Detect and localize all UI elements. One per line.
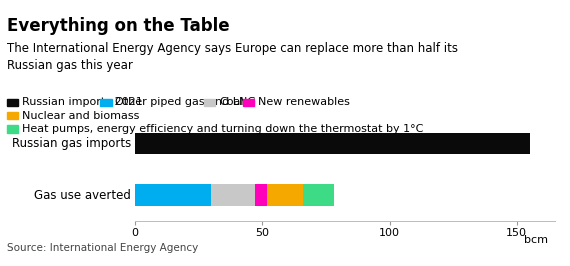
Bar [135,184,211,206]
Text: Coal: Coal [219,97,243,107]
Text: Everything on the Table: Everything on the Table [7,17,230,35]
Text: Other piped gas and LNG: Other piped gas and LNG [115,97,256,107]
Text: Russian imports 2021: Russian imports 2021 [22,97,142,107]
Text: New renewables: New renewables [258,97,349,107]
Bar [135,133,530,154]
Text: The International Energy Agency says Europe can replace more than half its
Russi: The International Energy Agency says Eur… [7,42,458,72]
Text: Heat pumps, energy efficiency and turning down the thermostat by 1°C: Heat pumps, energy efficiency and turnin… [22,124,423,134]
Bar [211,184,255,206]
Text: bcm: bcm [524,235,548,246]
Text: Source: International Energy Agency: Source: International Energy Agency [7,243,198,253]
Bar [255,184,267,206]
Text: Russian gas imports: Russian gas imports [12,137,131,150]
Bar [303,184,333,206]
Text: Gas use averted: Gas use averted [34,189,131,202]
Text: Nuclear and biomass: Nuclear and biomass [22,111,139,121]
Bar [267,184,303,206]
